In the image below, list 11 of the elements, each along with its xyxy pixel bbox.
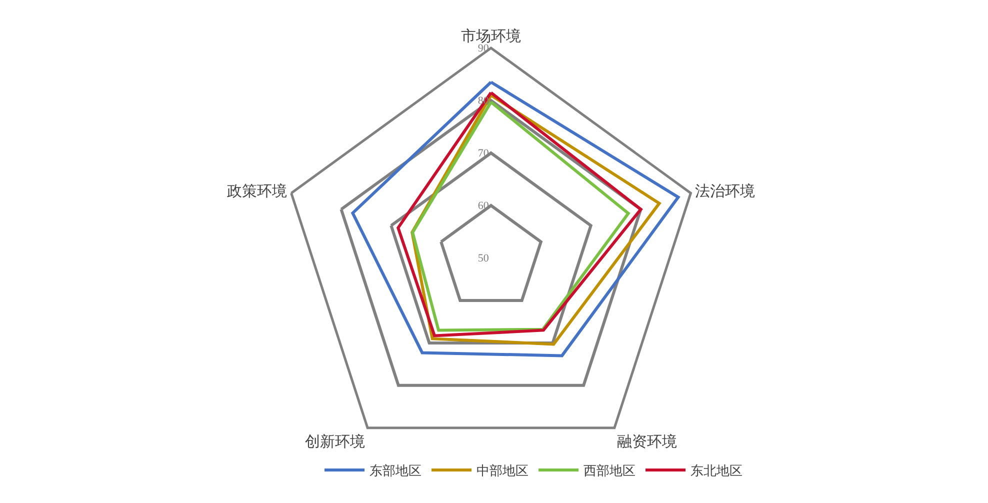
y-tick-label: 80: [478, 95, 490, 108]
y-tick-label: 50: [478, 252, 490, 265]
legend-label: 东部地区: [370, 463, 422, 478]
legend-label: 东北地区: [690, 463, 743, 478]
spoke-label: 融资环境: [616, 434, 677, 451]
spoke-label: 创新环境: [305, 434, 366, 451]
legend-label: 西部地区: [584, 463, 636, 478]
spoke-label: 政策环境: [227, 182, 288, 200]
legend-label: 中部地区: [476, 463, 529, 478]
spoke-label: 市场环境: [461, 28, 521, 45]
spoke-label: 法治环境: [694, 182, 755, 200]
